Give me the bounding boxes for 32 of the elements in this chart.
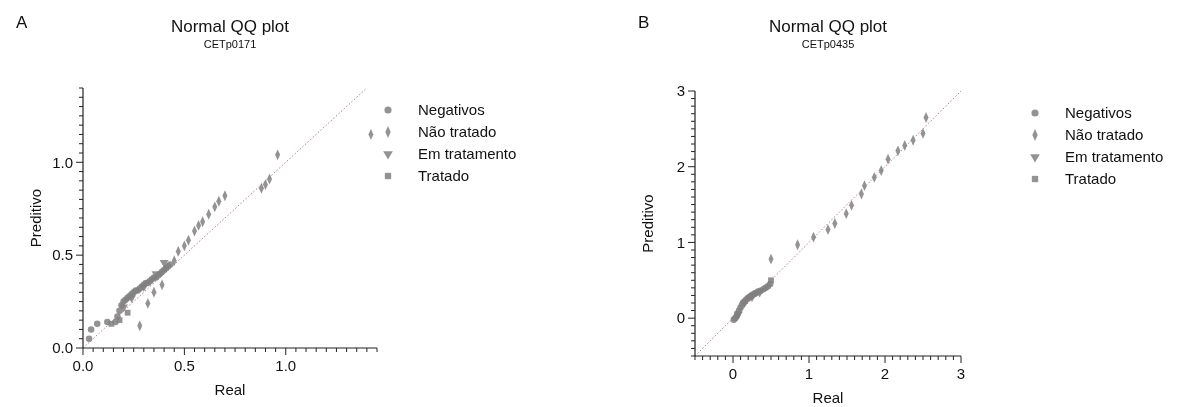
y-tick-label: 3 bbox=[676, 82, 685, 100]
legend-label: Negativos bbox=[418, 101, 485, 119]
y-tick-label: 0.5 bbox=[52, 246, 73, 264]
x-tick-label: 1 bbox=[804, 365, 814, 382]
legend-label: Tratado bbox=[1065, 170, 1117, 188]
legend-label: Tratado bbox=[418, 167, 470, 185]
legend-label: Em tratamento bbox=[418, 145, 517, 163]
legend-label: Não tratado bbox=[1065, 126, 1144, 144]
x-tick-label: 3 bbox=[956, 365, 966, 382]
x-tick-label: 0.5 bbox=[173, 357, 195, 374]
y-tick-label: 1 bbox=[676, 233, 685, 251]
x-axis-title: Real bbox=[812, 389, 844, 406]
legend-label: Em tratamento bbox=[1065, 148, 1164, 166]
x-axis-title: Real bbox=[214, 381, 246, 398]
x-tick-label: 2 bbox=[880, 365, 890, 382]
y-tick-label: 0.0 bbox=[52, 339, 73, 357]
chart-title: Normal QQ plot bbox=[768, 17, 888, 36]
x-tick-label: 1.0 bbox=[275, 357, 297, 374]
legend-label: Negativos bbox=[1065, 104, 1132, 122]
y-axis-title: Preditivo bbox=[639, 194, 656, 253]
text: B bbox=[638, 13, 650, 32]
text: A bbox=[16, 13, 28, 32]
chart-subtitle: CETp0171 bbox=[203, 38, 257, 50]
y-tick-label: 2 bbox=[676, 157, 685, 175]
x-tick-label: 0 bbox=[728, 365, 738, 382]
chart-title: Normal QQ plot bbox=[170, 17, 290, 36]
x-tick-label: 0.0 bbox=[72, 357, 94, 374]
legend-label: Não tratado bbox=[418, 123, 497, 141]
y-tick-label: 0 bbox=[676, 309, 685, 327]
chart-subtitle: CETp0435 bbox=[801, 38, 855, 50]
y-tick-label: 1.0 bbox=[52, 153, 73, 171]
y-axis-title: Preditivo bbox=[27, 188, 44, 248]
